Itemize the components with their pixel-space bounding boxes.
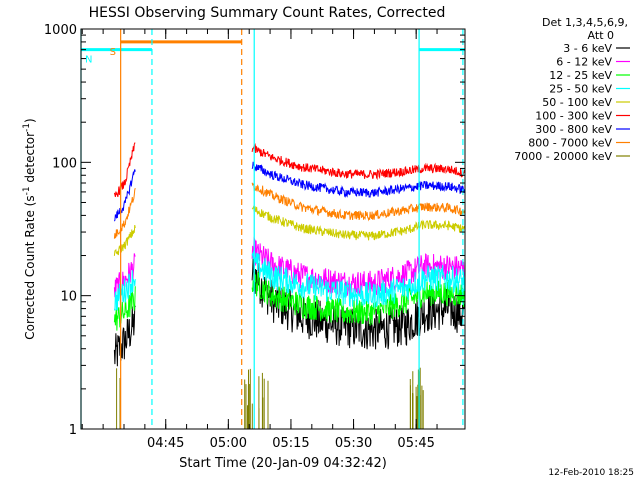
x-tick-label-3: 05:30 <box>335 436 372 451</box>
legend-header-line-1: Det 1,3,4,5,6,9, <box>542 16 628 29</box>
legend-label-3: 25 - 50 keV <box>549 83 612 96</box>
legend-header-line-2: Att 0 <box>588 29 614 42</box>
series-4 <box>113 204 465 256</box>
series-line-5-0 <box>113 142 136 198</box>
legend-label-6: 300 - 800 keV <box>535 123 612 136</box>
x-axis-label: Start Time (20-Jan-09 04:32:42) <box>179 456 387 471</box>
plot-frame <box>80 28 466 430</box>
y-axis-label-end: ) <box>23 118 37 123</box>
legend-label-4: 50 - 100 keV <box>542 96 612 109</box>
y-axis-label-sup: -1 <box>22 186 32 195</box>
y-axis-label-sup-2: -1 <box>22 123 32 132</box>
x-tick-label-1: 05:00 <box>210 436 247 451</box>
series-3 <box>113 251 465 311</box>
legend-label-0: 3 - 6 keV <box>563 42 612 55</box>
series-line-6-1 <box>251 161 465 199</box>
series-line-3-1 <box>251 251 465 309</box>
series-6 <box>113 161 465 222</box>
x-tick-label-0: 04:45 <box>147 436 184 451</box>
y-tick-label-0: 1 <box>69 423 77 438</box>
chart-title: HESSI Observing Summary Count Rates, Cor… <box>89 5 446 21</box>
series-line-4-0 <box>113 224 136 256</box>
series-line-7-0 <box>113 187 136 239</box>
x-tick-label-2: 05:15 <box>272 436 309 451</box>
legend-label-1: 6 - 12 keV <box>556 56 612 69</box>
series-2 <box>113 271 465 331</box>
flag-label-S: S <box>110 47 116 58</box>
series-5 <box>113 142 465 198</box>
ticks-layer: 1 10 100 1000 04:45 05:00 05:15 05:30 05:45 <box>44 23 465 451</box>
y-tick-label-2: 100 <box>52 156 77 171</box>
series-line-2-1 <box>251 271 465 326</box>
series-spikes-olive <box>116 367 424 429</box>
y-axis-label-mid: detector <box>23 132 37 187</box>
legend-label-8: 7000 - 20000 keV <box>514 150 612 163</box>
x-tick-label-4: 05:45 <box>397 436 434 451</box>
y-axis-label: Corrected Count Rate (s-1 detector-1) <box>22 118 37 339</box>
series-line-2-0 <box>113 286 136 331</box>
y-axis-label-main: Corrected Count Rate (s <box>23 195 37 339</box>
series-layer <box>113 142 465 429</box>
series-line-5-1 <box>251 143 465 181</box>
y-tick-label-3: 1000 <box>44 23 77 38</box>
y-tick-label-1: 10 <box>60 290 77 305</box>
axes-layer <box>80 28 466 430</box>
footer-timestamp: 12-Feb-2010 18:25 <box>548 468 634 478</box>
series-line-3-0 <box>113 270 136 311</box>
legend-label-7: 800 - 7000 keV <box>528 137 612 150</box>
legend-label-2: 12 - 25 keV <box>549 69 612 82</box>
annotation-layer: SN <box>80 29 465 429</box>
series-line-4-1 <box>251 204 465 241</box>
series-line-6-0 <box>113 169 136 222</box>
flag-label-N: N <box>85 55 92 66</box>
legend-label-5: 100 - 300 keV <box>535 110 612 123</box>
series-line-0-0 <box>113 305 136 367</box>
